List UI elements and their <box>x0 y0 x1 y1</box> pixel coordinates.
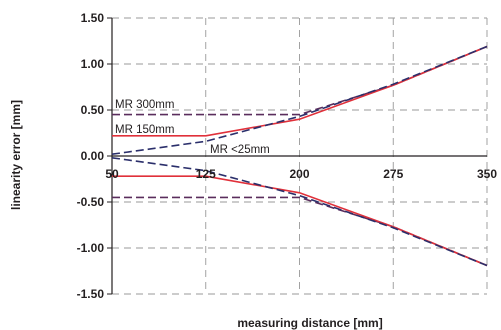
x-tick-labels: 50 125 200 275 350 <box>105 167 497 181</box>
x-tick-label: 50 <box>105 167 119 181</box>
y-tick-label: 0.00 <box>81 149 105 163</box>
x-tick-label: 275 <box>383 167 403 181</box>
annotation-mr150: MR 150mm <box>115 124 174 136</box>
axes <box>107 17 487 295</box>
y-tick-labels: 1.50 1.00 0.50 0.00 -0.50 -1.00 -1.50 <box>77 11 105 301</box>
x-axis-label: measuring distance [mm] <box>237 316 382 330</box>
y-tick-label: 0.50 <box>81 103 105 117</box>
series-line-4 <box>111 45 488 155</box>
y-tick-label: -1.50 <box>77 287 105 301</box>
annotation-mr25: MR <25mm <box>210 144 270 156</box>
x-tick-label: 125 <box>196 167 216 181</box>
x-tick-label: 350 <box>477 167 497 181</box>
y-tick-label: -0.50 <box>77 195 105 209</box>
y-tick-label: 1.00 <box>81 57 105 71</box>
series-lines <box>111 45 488 267</box>
series-line-1 <box>112 196 488 267</box>
x-tick-label: 200 <box>289 167 309 181</box>
series-line-5 <box>111 157 488 267</box>
y-tick-label: 1.50 <box>81 11 105 25</box>
y-tick-label: -1.00 <box>77 241 105 255</box>
y-axis-label: linearity error [mm] <box>9 100 23 210</box>
annotation-mr300: MR 300mm <box>115 99 174 111</box>
